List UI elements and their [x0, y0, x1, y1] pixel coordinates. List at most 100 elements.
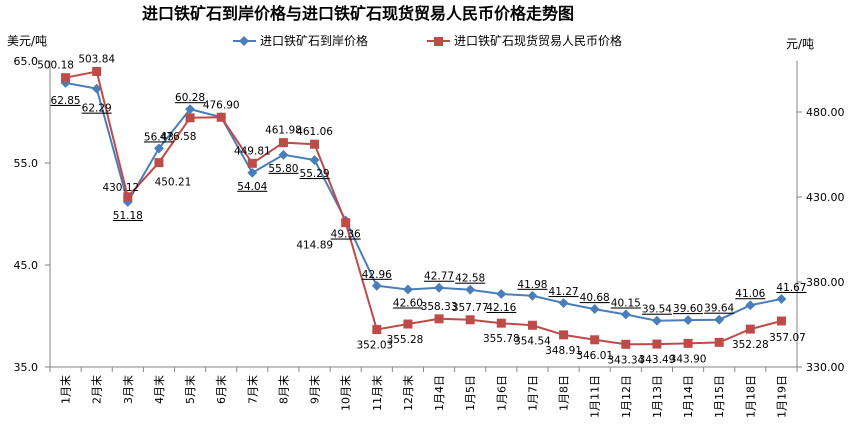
rmb-data-label: 354.54 — [514, 335, 551, 347]
x-category-label: 9月末 — [308, 375, 322, 404]
series-line-cif — [65, 81, 782, 322]
x-category-label: 5月末 — [183, 375, 197, 404]
rmb-point — [61, 73, 71, 83]
rmb-point — [621, 339, 631, 349]
cif-data-label: 42.77 — [424, 271, 454, 283]
rmb-data-label: 449.81 — [234, 145, 271, 157]
rmb-point — [652, 339, 662, 349]
cif-point — [247, 167, 258, 178]
x-category-label: 3月末 — [121, 375, 135, 404]
cif-data-label: 41.06 — [735, 288, 765, 300]
right-tick-label: 380.00 — [806, 276, 845, 289]
rmb-point — [216, 112, 226, 122]
x-category-label: 1月4日 — [433, 375, 446, 411]
left-tick-label: 55.0 — [14, 157, 39, 170]
x-category-label: 11月末 — [370, 375, 384, 411]
x-category-label: 4月末 — [152, 375, 166, 404]
rmb-point — [185, 113, 195, 123]
rmb-point — [527, 320, 537, 330]
cif-data-label: 54.04 — [237, 181, 267, 193]
cif-point — [153, 143, 164, 154]
rmb-data-label: 355.28 — [387, 334, 424, 346]
cif-point — [434, 282, 445, 293]
left-axis-unit: 美元/吨 — [7, 34, 47, 48]
cif-data-label: 42.60 — [393, 297, 423, 309]
cif-point — [776, 294, 787, 304]
rmb-data-label: 352.03 — [356, 340, 393, 352]
x-category-label: 1月13日 — [651, 375, 664, 418]
chart-title: 进口铁矿石到岸价格与进口铁矿石现货贸易人民币价格走势图 — [142, 4, 574, 23]
right-tick-label: 480.00 — [806, 106, 845, 119]
cif-point — [278, 149, 289, 160]
rmb-data-label: 461.06 — [296, 126, 333, 138]
rmb-data-label: 355.78 — [483, 333, 520, 345]
rmb-point — [278, 138, 288, 148]
rmb-point — [745, 324, 755, 334]
cif-point — [465, 284, 476, 295]
rmb-point — [559, 330, 569, 340]
cif-data-label: 62.85 — [51, 95, 81, 107]
x-category-label: 1月末 — [59, 375, 73, 404]
x-category-label: 12月末 — [401, 375, 415, 411]
rmb-point — [403, 319, 413, 329]
cif-point — [558, 298, 569, 308]
left-tick-label: 35.0 — [14, 361, 39, 374]
cif-data-label: 41.98 — [517, 279, 547, 291]
rmb-point — [465, 315, 475, 325]
cif-point — [371, 280, 382, 291]
cif-data-label: 55.80 — [268, 163, 298, 175]
rmb-point — [92, 66, 102, 76]
cif-data-label: 51.18 — [113, 210, 143, 222]
cif-point — [527, 290, 538, 301]
cif-data-label: 42.58 — [455, 273, 485, 285]
rmb-data-label: 430.12 — [102, 182, 139, 194]
cif-point — [620, 309, 631, 320]
rmb-data-label: 357.07 — [769, 332, 806, 344]
rmb-point — [154, 158, 164, 168]
rmb-data-label: 503.84 — [78, 53, 115, 65]
x-category-label: 2月末 — [90, 375, 104, 404]
series-line-rmb — [65, 70, 782, 346]
rmb-point — [683, 338, 693, 348]
cif-data-label: 39.64 — [704, 303, 734, 315]
rmb-point — [496, 318, 506, 328]
rmb-point — [341, 218, 351, 228]
rmb-data-label: 343.90 — [670, 353, 707, 365]
cif-data-label: 42.16 — [486, 302, 516, 314]
cif-data-label: 39.54 — [642, 304, 672, 316]
rmb-point — [776, 316, 786, 326]
cif-point — [185, 104, 196, 115]
rmb-data-label: 476.58 — [160, 131, 197, 143]
cif-data-label: 42.96 — [362, 269, 392, 281]
right-tick-label: 330.00 — [806, 361, 845, 374]
x-category-label: 10月末 — [339, 375, 353, 411]
cif-point — [589, 304, 600, 315]
x-category-label: 1月5日 — [464, 375, 477, 411]
x-category-label: 1月6日 — [495, 375, 508, 411]
legend-label-rmb: 进口铁矿石现货贸易人民币价格 — [454, 33, 622, 48]
legend: 进口铁矿石到岸价格 进口铁矿石现货贸易人民币价格 — [233, 33, 622, 48]
legend-label-cif: 进口铁矿石到岸价格 — [260, 33, 368, 48]
rmb-data-label: 343.49 — [639, 354, 676, 366]
cif-point — [651, 315, 662, 326]
cif-point — [309, 155, 320, 165]
x-category-label: 6月末 — [214, 375, 228, 404]
cif-data-label: 41.27 — [549, 286, 579, 298]
rmb-point — [247, 158, 257, 168]
rmb-point — [310, 139, 320, 149]
x-category-label: 1月18日 — [744, 375, 757, 418]
x-category-label: 1月15日 — [713, 375, 726, 418]
legend-marker-cif — [239, 36, 249, 46]
rmb-data-label: 450.21 — [155, 177, 192, 189]
cif-data-label: 60.28 — [175, 92, 205, 104]
rmb-data-label: 414.89 — [296, 240, 333, 252]
cif-point — [496, 289, 507, 299]
x-category-label: 1月12日 — [620, 375, 633, 418]
cif-data-label: 55.29 — [300, 168, 330, 180]
rmb-data-label: 346.01 — [576, 350, 613, 362]
rmb-point — [434, 314, 444, 324]
x-category-label: 1月19日 — [775, 375, 788, 418]
axes: 65.0 55.0 45.0 35.0 480.00 430.00 380.00 330.00… — [14, 55, 845, 418]
rmb-data-label: 352.28 — [732, 339, 769, 351]
rmb-data-label: 358.33 — [421, 301, 458, 313]
